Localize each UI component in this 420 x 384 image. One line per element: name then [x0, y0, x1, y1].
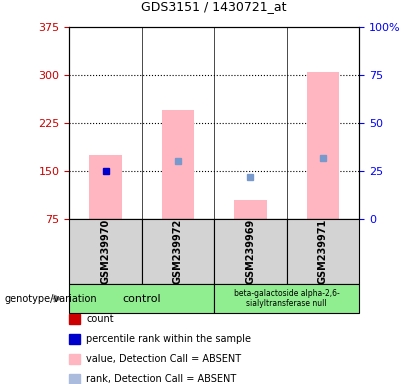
Text: GDS3151 / 1430721_at: GDS3151 / 1430721_at [142, 0, 287, 13]
Bar [162, 110, 194, 219]
Text: percentile rank within the sample: percentile rank within the sample [86, 334, 251, 344]
Text: GSM239969: GSM239969 [245, 219, 255, 284]
Bar [234, 200, 267, 219]
Text: count: count [86, 314, 114, 324]
Bar [307, 72, 339, 219]
Text: GSM239972: GSM239972 [173, 219, 183, 284]
Text: GSM239971: GSM239971 [318, 219, 328, 284]
Bar [89, 155, 122, 219]
Text: GSM239970: GSM239970 [100, 219, 110, 284]
Text: control: control [123, 293, 161, 304]
Text: beta-galactoside alpha-2,6-
sialyltransferase null: beta-galactoside alpha-2,6- sialyltransf… [234, 289, 339, 308]
Text: rank, Detection Call = ABSENT: rank, Detection Call = ABSENT [86, 374, 236, 384]
Text: genotype/variation: genotype/variation [4, 293, 97, 304]
Text: value, Detection Call = ABSENT: value, Detection Call = ABSENT [86, 354, 241, 364]
